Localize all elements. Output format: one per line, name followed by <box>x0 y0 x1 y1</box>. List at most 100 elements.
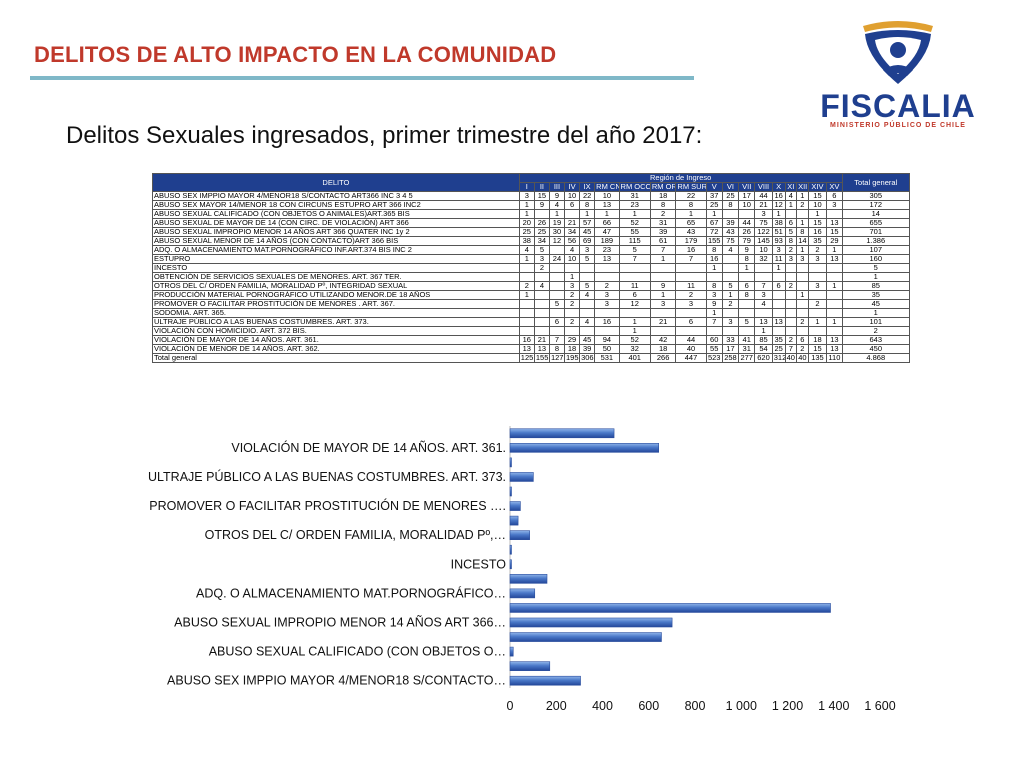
total-cell: 450 <box>841 344 911 354</box>
value-cell: 110 <box>826 353 843 363</box>
value-cell: 35 <box>771 335 786 345</box>
value-cell <box>649 308 677 318</box>
bar <box>509 486 512 497</box>
total-cell: 107 <box>841 245 911 255</box>
logo-wordmark: FISCALIA <box>820 88 976 124</box>
crime-name-cell: Total general <box>152 353 520 363</box>
value-cell <box>771 326 786 336</box>
value-cell: 5 <box>548 299 566 309</box>
value-cell: 189 <box>594 236 620 246</box>
value-cell <box>721 209 740 219</box>
value-cell: 15 <box>807 344 828 354</box>
value-cell: 447 <box>675 353 707 363</box>
value-cell: 15 <box>807 218 828 228</box>
value-cell: 6 <box>771 281 786 291</box>
value-cell <box>618 263 651 273</box>
value-cell <box>518 317 535 327</box>
value-cell: 39 <box>649 227 677 237</box>
category-label: ABUSO SEXUAL IMPROPIO MENOR 14 AÑOS ART … <box>174 616 506 630</box>
value-cell: 5 <box>533 245 550 255</box>
value-cell: 122 <box>754 227 773 237</box>
slide-subtitle: Delitos Sexuales ingresados, primer trim… <box>66 122 703 149</box>
value-cell <box>618 308 651 318</box>
value-cell: 15 <box>807 191 828 201</box>
bar <box>509 617 673 628</box>
value-cell: 1 <box>771 209 786 219</box>
page-title: DELITOS DE ALTO IMPACTO EN LA COMUNIDAD <box>34 42 557 67</box>
bar <box>509 472 534 482</box>
value-cell: 1 <box>579 209 596 219</box>
bar <box>509 646 514 657</box>
value-cell <box>807 263 828 273</box>
value-cell: 32 <box>618 344 651 354</box>
value-cell: 8 <box>705 245 723 255</box>
value-cell: 6 <box>738 281 756 291</box>
value-cell: 135 <box>807 353 828 363</box>
value-cell <box>705 326 723 336</box>
value-cell <box>579 326 596 336</box>
value-cell: 66 <box>594 218 620 228</box>
crime-name-cell: ABUSO SEXUAL IMPROPIO MENOR 14 AÑOS ART … <box>152 227 520 237</box>
value-cell: 13 <box>518 344 535 354</box>
total-cell: 172 <box>841 200 911 210</box>
fiscalia-logo: FISCALIA MINISTERIO PÚBLICO DE CHILE <box>803 18 993 133</box>
value-cell: 6 <box>548 317 566 327</box>
value-cell: 3 <box>771 245 786 255</box>
crime-name-cell: ADQ. O ALMACENAMIENTO MAT.PORNOGRÁFICO I… <box>152 245 520 255</box>
value-cell: 8 <box>579 200 596 210</box>
value-cell <box>826 299 843 309</box>
value-cell: 10 <box>564 191 581 201</box>
total-cell: 701 <box>841 227 911 237</box>
value-cell: 2 <box>564 290 581 300</box>
table-row: ABUSO SEXUAL MENOR DE 14 AÑOS (CON CONTA… <box>152 236 911 246</box>
table-row: OTROS DEL C/ ORDEN FAMILIA, MORALIDAD Pº… <box>152 281 911 291</box>
region-header-ii: II <box>533 182 550 192</box>
value-cell: 2 <box>675 290 707 300</box>
value-cell: 4 <box>548 200 566 210</box>
value-cell: 2 <box>594 281 620 291</box>
value-cell: 1 <box>771 263 786 273</box>
value-cell <box>826 308 843 318</box>
crime-name-cell: ABUSO SEX IMPPIO MAYOR 4/MENOR18 S/CONTA… <box>152 191 520 201</box>
crime-name-cell: ESTUPRO <box>152 254 520 264</box>
value-cell: 22 <box>579 191 596 201</box>
value-cell: 3 <box>649 299 677 309</box>
value-cell: 12 <box>548 236 566 246</box>
total-cell: 160 <box>841 254 911 264</box>
region-header-iii: III <box>548 182 566 192</box>
value-cell: 3 <box>579 245 596 255</box>
table-row: ABUSO SEXUAL DE MAYOR DE 14 (CON CIRC. D… <box>152 218 911 228</box>
value-cell <box>548 308 566 318</box>
crime-table-container: DELITO Región de Ingreso Total general I… <box>152 173 911 363</box>
value-cell: 1 <box>564 272 581 282</box>
value-cell <box>826 209 843 219</box>
value-cell: 8 <box>784 236 798 246</box>
value-cell <box>721 308 740 318</box>
table-row: SODOMIA. ART. 365. 1 1 <box>152 308 911 318</box>
value-cell <box>649 326 677 336</box>
total-cell: 45 <box>841 299 911 309</box>
value-cell: 2 <box>533 263 550 273</box>
value-cell <box>796 299 809 309</box>
value-cell: 2 <box>784 245 798 255</box>
value-cell: 25 <box>721 191 740 201</box>
value-cell <box>594 263 620 273</box>
value-cell: 21 <box>754 200 773 210</box>
value-cell: 115 <box>618 236 651 246</box>
value-cell: 1 <box>518 290 535 300</box>
bar <box>509 588 536 599</box>
value-cell: 31 <box>618 191 651 201</box>
value-cell: 6 <box>826 191 843 201</box>
category-label: ABUSO SEXUAL CALIFICADO (CON OBJETOS O… <box>209 645 506 659</box>
value-cell: 4 <box>579 317 596 327</box>
value-cell <box>533 308 550 318</box>
value-cell: 39 <box>579 344 596 354</box>
value-cell: 11 <box>675 281 707 291</box>
value-cell: 21 <box>649 317 677 327</box>
value-cell: 10 <box>738 200 756 210</box>
value-cell <box>518 308 535 318</box>
value-cell: 4 <box>518 245 535 255</box>
value-cell: 531 <box>594 353 620 363</box>
table-row: ABUSO SEXUAL IMPROPIO MENOR 14 AÑOS ART … <box>152 227 911 237</box>
region-header-ix: IX <box>579 182 596 192</box>
